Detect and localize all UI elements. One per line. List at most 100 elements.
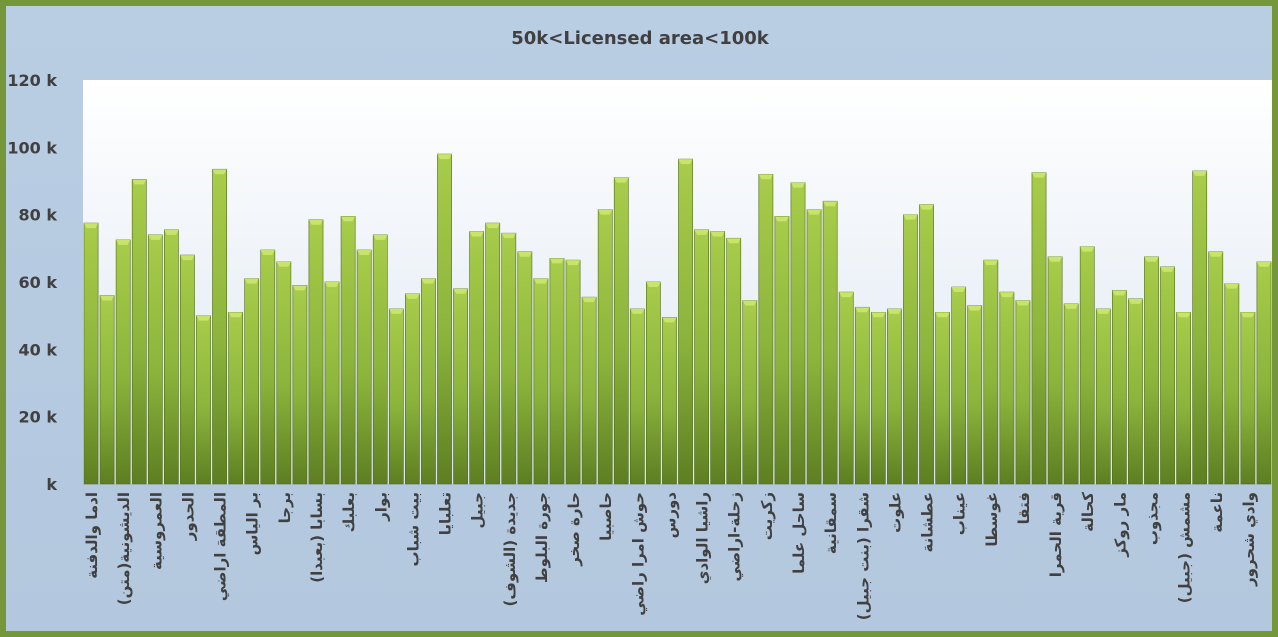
bar: [854, 306, 870, 485]
bar-highlight: [1048, 256, 1063, 262]
bar: [244, 278, 260, 485]
bar-highlight: [1240, 312, 1255, 318]
x-tick-label: دورس: [661, 492, 679, 539]
bar-highlight: [1015, 300, 1031, 306]
bar: [1144, 256, 1159, 485]
x-tick-label: غوسطا: [983, 492, 1001, 547]
bar-highlight: [132, 179, 147, 185]
bar-highlight: [1112, 290, 1127, 296]
bar: [629, 308, 645, 485]
bar-highlight: [1064, 303, 1079, 309]
bar-highlight: [180, 255, 195, 261]
bar: [99, 295, 115, 485]
bar-highlight: [437, 154, 452, 160]
bar-highlight: [871, 312, 886, 318]
bar: [533, 278, 549, 485]
bar-highlight: [549, 258, 565, 264]
bar-highlight: [164, 229, 179, 235]
bar-highlight: [790, 182, 806, 188]
x-tick-label: العمروسية: [147, 492, 165, 570]
x-tick-label: وادي شحرور: [1240, 492, 1259, 587]
bar: [405, 293, 420, 485]
x-tick-label: حاصبيا: [597, 492, 615, 541]
bar-highlight: [421, 278, 436, 284]
chart-title: 50k<Licensed area<100k: [511, 28, 770, 49]
bar: [1111, 290, 1127, 485]
x-tick-label: ناعمة: [1208, 492, 1226, 533]
bar-highlight: [1192, 170, 1207, 176]
bar-highlight: [100, 295, 115, 301]
bar-highlight: [742, 300, 757, 306]
bar: [1015, 300, 1031, 485]
bar-highlight: [533, 278, 548, 284]
bar-highlight: [1160, 266, 1175, 272]
bar-highlight: [614, 177, 629, 183]
x-tick-label: مجذوب: [1143, 492, 1161, 545]
x-tick-label: بسابا (بعبدا): [308, 492, 326, 583]
bar: [710, 231, 726, 485]
bar: [453, 288, 468, 485]
bar-highlight: [1031, 172, 1047, 178]
x-tick-label: بر الياس: [244, 492, 262, 555]
y-tick-label: k: [46, 475, 57, 494]
x-tick-label: جورة البلوط: [533, 492, 551, 583]
bar-highlight: [244, 278, 259, 284]
bar-highlight: [228, 312, 243, 318]
x-tick-label: المطقة اراضي: [212, 492, 230, 601]
x-tick-label: راشيا الوادي: [694, 492, 713, 584]
x-axis: ادما والدفنة الديشونية(متن) العمروسية الحدو…: [83, 492, 1259, 621]
bar-highlight: [405, 293, 420, 299]
bar: [115, 239, 131, 485]
x-tick-label: بيت شباب: [404, 492, 422, 566]
bar: [967, 305, 983, 485]
x-tick-label: الحدور: [179, 492, 197, 541]
bar: [999, 291, 1015, 485]
bars-group: [83, 153, 1272, 485]
x-tick-label: تعلبايا: [437, 492, 455, 535]
x-tick-label: حوش امرا راضي: [629, 492, 647, 616]
bar: [565, 259, 581, 485]
bar: [870, 311, 886, 485]
bar: [83, 222, 99, 485]
x-tick-label: علوت: [886, 492, 904, 533]
bar: [678, 158, 693, 485]
x-tick-label: برجا: [276, 492, 294, 523]
bar: [356, 249, 372, 485]
bar: [646, 281, 661, 485]
bar-highlight: [839, 292, 854, 298]
bar: [340, 216, 356, 485]
bar-highlight: [341, 216, 356, 222]
bar: [517, 251, 533, 485]
bar-highlight: [967, 305, 982, 311]
bar-highlight: [453, 288, 468, 294]
bar-highlight: [646, 282, 661, 287]
y-tick-label: 100 k: [7, 138, 57, 157]
x-tick-label: زكريت: [758, 492, 776, 540]
bar-highlight: [1256, 261, 1272, 267]
bar: [1160, 266, 1175, 485]
bar: [260, 249, 276, 485]
bar: [308, 219, 324, 485]
bar-highlight: [324, 282, 340, 287]
bar: [662, 317, 677, 485]
bar: [549, 258, 565, 485]
bar-highlight: [935, 312, 950, 318]
bar-highlight: [710, 231, 725, 237]
y-tick-label: 20 k: [19, 408, 58, 427]
bar: [951, 286, 967, 485]
y-tick-label: 80 k: [19, 206, 58, 225]
bar: [838, 291, 854, 485]
bar-highlight: [726, 238, 741, 244]
bar: [180, 254, 195, 485]
bar-highlight: [758, 174, 773, 180]
bar: [935, 311, 950, 485]
bar: [1047, 256, 1063, 485]
bar-highlight: [678, 159, 693, 165]
x-tick-label: عطشانة: [919, 492, 937, 552]
bar: [581, 296, 597, 485]
bar: [806, 209, 822, 485]
x-tick-label: بوار: [372, 492, 390, 522]
x-tick-label: قرية الحمرا: [1047, 492, 1065, 577]
bar-highlight: [83, 223, 99, 229]
